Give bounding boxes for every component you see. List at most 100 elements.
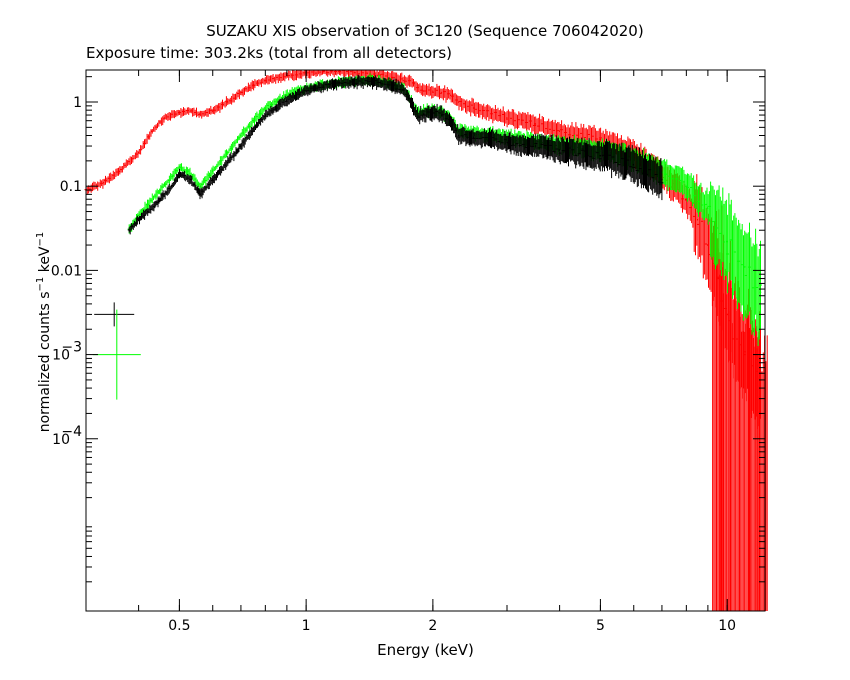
data-point [264, 79, 267, 82]
data-point [137, 214, 140, 217]
data-point [240, 91, 242, 94]
data-point [305, 90, 307, 92]
data-point [599, 138, 602, 141]
y-tick-exponent: −3 [61, 340, 82, 356]
y-axis-label-mid: keV [36, 246, 53, 277]
legend-marker-0 [94, 302, 135, 327]
data-point [685, 198, 688, 200]
data-point [199, 193, 201, 196]
data-point [632, 163, 635, 166]
data-point [412, 108, 415, 111]
data-point [338, 82, 341, 84]
data-point [534, 145, 536, 147]
data-point [286, 94, 288, 97]
data-point [171, 185, 173, 187]
y-tick-label: 1 [73, 95, 82, 111]
x-tick-label: 0.5 [168, 618, 190, 634]
data-point [402, 79, 405, 82]
y-axis-label: normalized counts s−1 keV−1 [35, 232, 53, 433]
data-point [743, 266, 746, 268]
x-tick-label: 1 [302, 618, 311, 634]
plot-frame [85, 69, 766, 612]
data-point [432, 111, 434, 114]
data-point [137, 218, 140, 221]
data-point [661, 178, 663, 181]
series-0 [84, 69, 768, 611]
data-point [338, 70, 341, 73]
data-point [441, 91, 443, 94]
data-point [159, 189, 161, 191]
data-point [286, 99, 288, 101]
data-point [178, 111, 181, 114]
data-point [472, 136, 475, 139]
data-point [211, 178, 214, 181]
data-point [226, 161, 229, 164]
data-point [252, 128, 255, 130]
data-point [726, 240, 728, 243]
data-point [163, 117, 165, 119]
y-tick-label: 10 [52, 348, 70, 364]
data-point [707, 207, 709, 209]
y-axis-label-exp1: −1 [35, 276, 47, 292]
data-point [189, 173, 191, 175]
data-point [696, 218, 699, 221]
data-point [449, 118, 452, 121]
data-point [379, 74, 382, 76]
data-point [449, 94, 452, 97]
data-point [171, 175, 173, 178]
data-point [457, 101, 460, 103]
chart-subtitle: Exposure time: 303.2ks (total from all d… [86, 44, 453, 62]
data-point [759, 291, 762, 294]
data-point [151, 130, 153, 132]
data-point [159, 198, 161, 200]
chart-title: SUZAKU XIS observation of 3C120 (Sequenc… [206, 22, 644, 40]
data-point [534, 123, 536, 125]
data-point [178, 166, 181, 168]
data-point [189, 178, 191, 181]
data-point [457, 134, 460, 137]
data-point [211, 110, 214, 112]
data-point [264, 107, 267, 109]
y-axis-label-base: normalized counts s [36, 291, 53, 433]
data-point [472, 107, 475, 109]
x-tick-label: 5 [596, 618, 605, 634]
data-point [146, 204, 149, 206]
data-point [146, 210, 149, 213]
series-1 [127, 73, 762, 346]
data-point [685, 185, 688, 187]
data-point [422, 90, 425, 92]
data-point [558, 149, 561, 151]
data-point [432, 90, 434, 92]
data-point [441, 114, 443, 116]
y-tick-exponent: −4 [61, 424, 82, 440]
data-point [199, 113, 201, 115]
data-point [558, 130, 561, 132]
data-point [240, 134, 242, 137]
data-point [422, 113, 425, 115]
data-point [322, 70, 325, 73]
data-point [402, 88, 405, 91]
data-point [226, 151, 229, 154]
y-tick-label: 0.01 [51, 263, 82, 279]
data-point [240, 145, 242, 147]
data-point [379, 81, 382, 84]
data-point [322, 85, 325, 87]
data-point [137, 151, 140, 154]
legend-marker-1 [92, 309, 141, 400]
data-point [128, 229, 130, 231]
y-tick-label: 10 [52, 432, 70, 448]
data-point [264, 114, 267, 116]
series-2 [127, 74, 664, 235]
data-point [102, 181, 105, 184]
data-point [599, 154, 602, 157]
data-point [252, 119, 255, 122]
data-point [412, 82, 415, 85]
x-tick-label: 2 [428, 618, 437, 634]
data-point [211, 170, 214, 173]
y-tick-label: 0.1 [60, 179, 82, 195]
x-tick-label: 10 [718, 618, 736, 634]
data-point [391, 85, 393, 87]
data-point [118, 170, 121, 173]
